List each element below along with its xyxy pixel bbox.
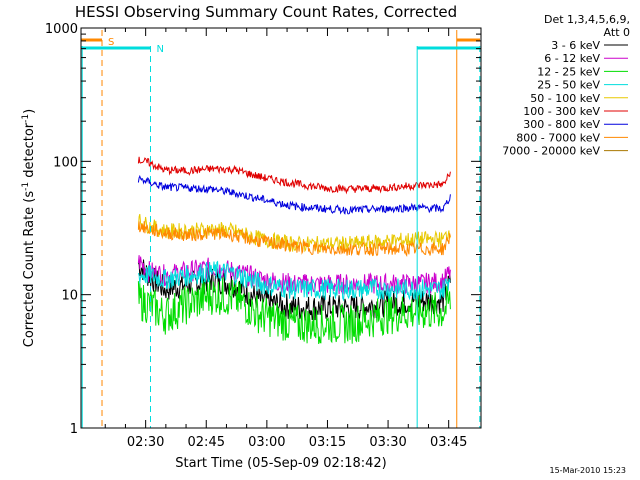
series-line-2 [137, 277, 451, 345]
y-tick-label: 1000 [45, 22, 78, 37]
y-tick-label: 10 [61, 289, 78, 304]
y-axis-label-end: ) [22, 109, 37, 114]
legend-label: 6 - 12 keV [544, 52, 600, 65]
x-tick-label: 02:30 [127, 435, 164, 450]
legend-label: 12 - 25 keV [537, 65, 600, 78]
series-line-5 [137, 156, 451, 195]
chart-title: HESSI Observing Summary Count Rates, Cor… [75, 3, 457, 21]
x-tick-label: 02:45 [188, 435, 225, 450]
y-tick-label: 100 [53, 155, 78, 170]
series-line-7 [137, 221, 451, 257]
legend-label: 100 - 300 keV [523, 105, 600, 118]
legend-header-line1: Det 1,3,4,5,6,9, [544, 13, 630, 26]
x-tick-label: 03:45 [430, 435, 467, 450]
series-line-3 [137, 260, 451, 302]
x-axis-ticks: 02:30 02:45 03:00 03:15 03:30 03:45 [104, 28, 467, 450]
y-axis-label-main: Corrected Count Rate (s [22, 191, 37, 348]
x-axis-label: Start Time (05-Sep-09 02:18:42) [175, 456, 386, 471]
night-label: N [156, 44, 163, 55]
y-axis-label-sup1: -1 [21, 182, 31, 191]
saa-label: S [108, 37, 114, 48]
y-tick-label: 1 [70, 422, 78, 437]
x-tick-label: 03:15 [309, 435, 346, 450]
legend-label: 7000 - 20000 keV [502, 145, 600, 158]
legend-label: 3 - 6 keV [551, 39, 600, 52]
y-axis-label: Corrected Count Rate (s-1 detector-1) [21, 109, 37, 347]
series-layer [137, 156, 451, 345]
legend-label: 300 - 800 keV [523, 118, 600, 131]
series-line-4 [137, 213, 451, 253]
x-tick-label: 03:30 [369, 435, 406, 450]
series-line-6 [137, 174, 451, 215]
timestamp: 15-Mar-2010 15:23 [550, 466, 627, 475]
plot-frame [80, 27, 482, 429]
y-axis-label-mid: detector [22, 122, 37, 182]
y-axis-ticks: 1 10 100 1000 [45, 22, 481, 437]
legend-label: 25 - 50 keV [537, 79, 600, 92]
legend-header-line2: Att 0 [604, 26, 630, 39]
legend-label: 800 - 7000 keV [516, 131, 600, 144]
legend-label: 50 - 100 keV [530, 92, 600, 105]
y-axis-label-sup2: -1 [21, 114, 31, 123]
x-tick-label: 03:00 [248, 435, 285, 450]
